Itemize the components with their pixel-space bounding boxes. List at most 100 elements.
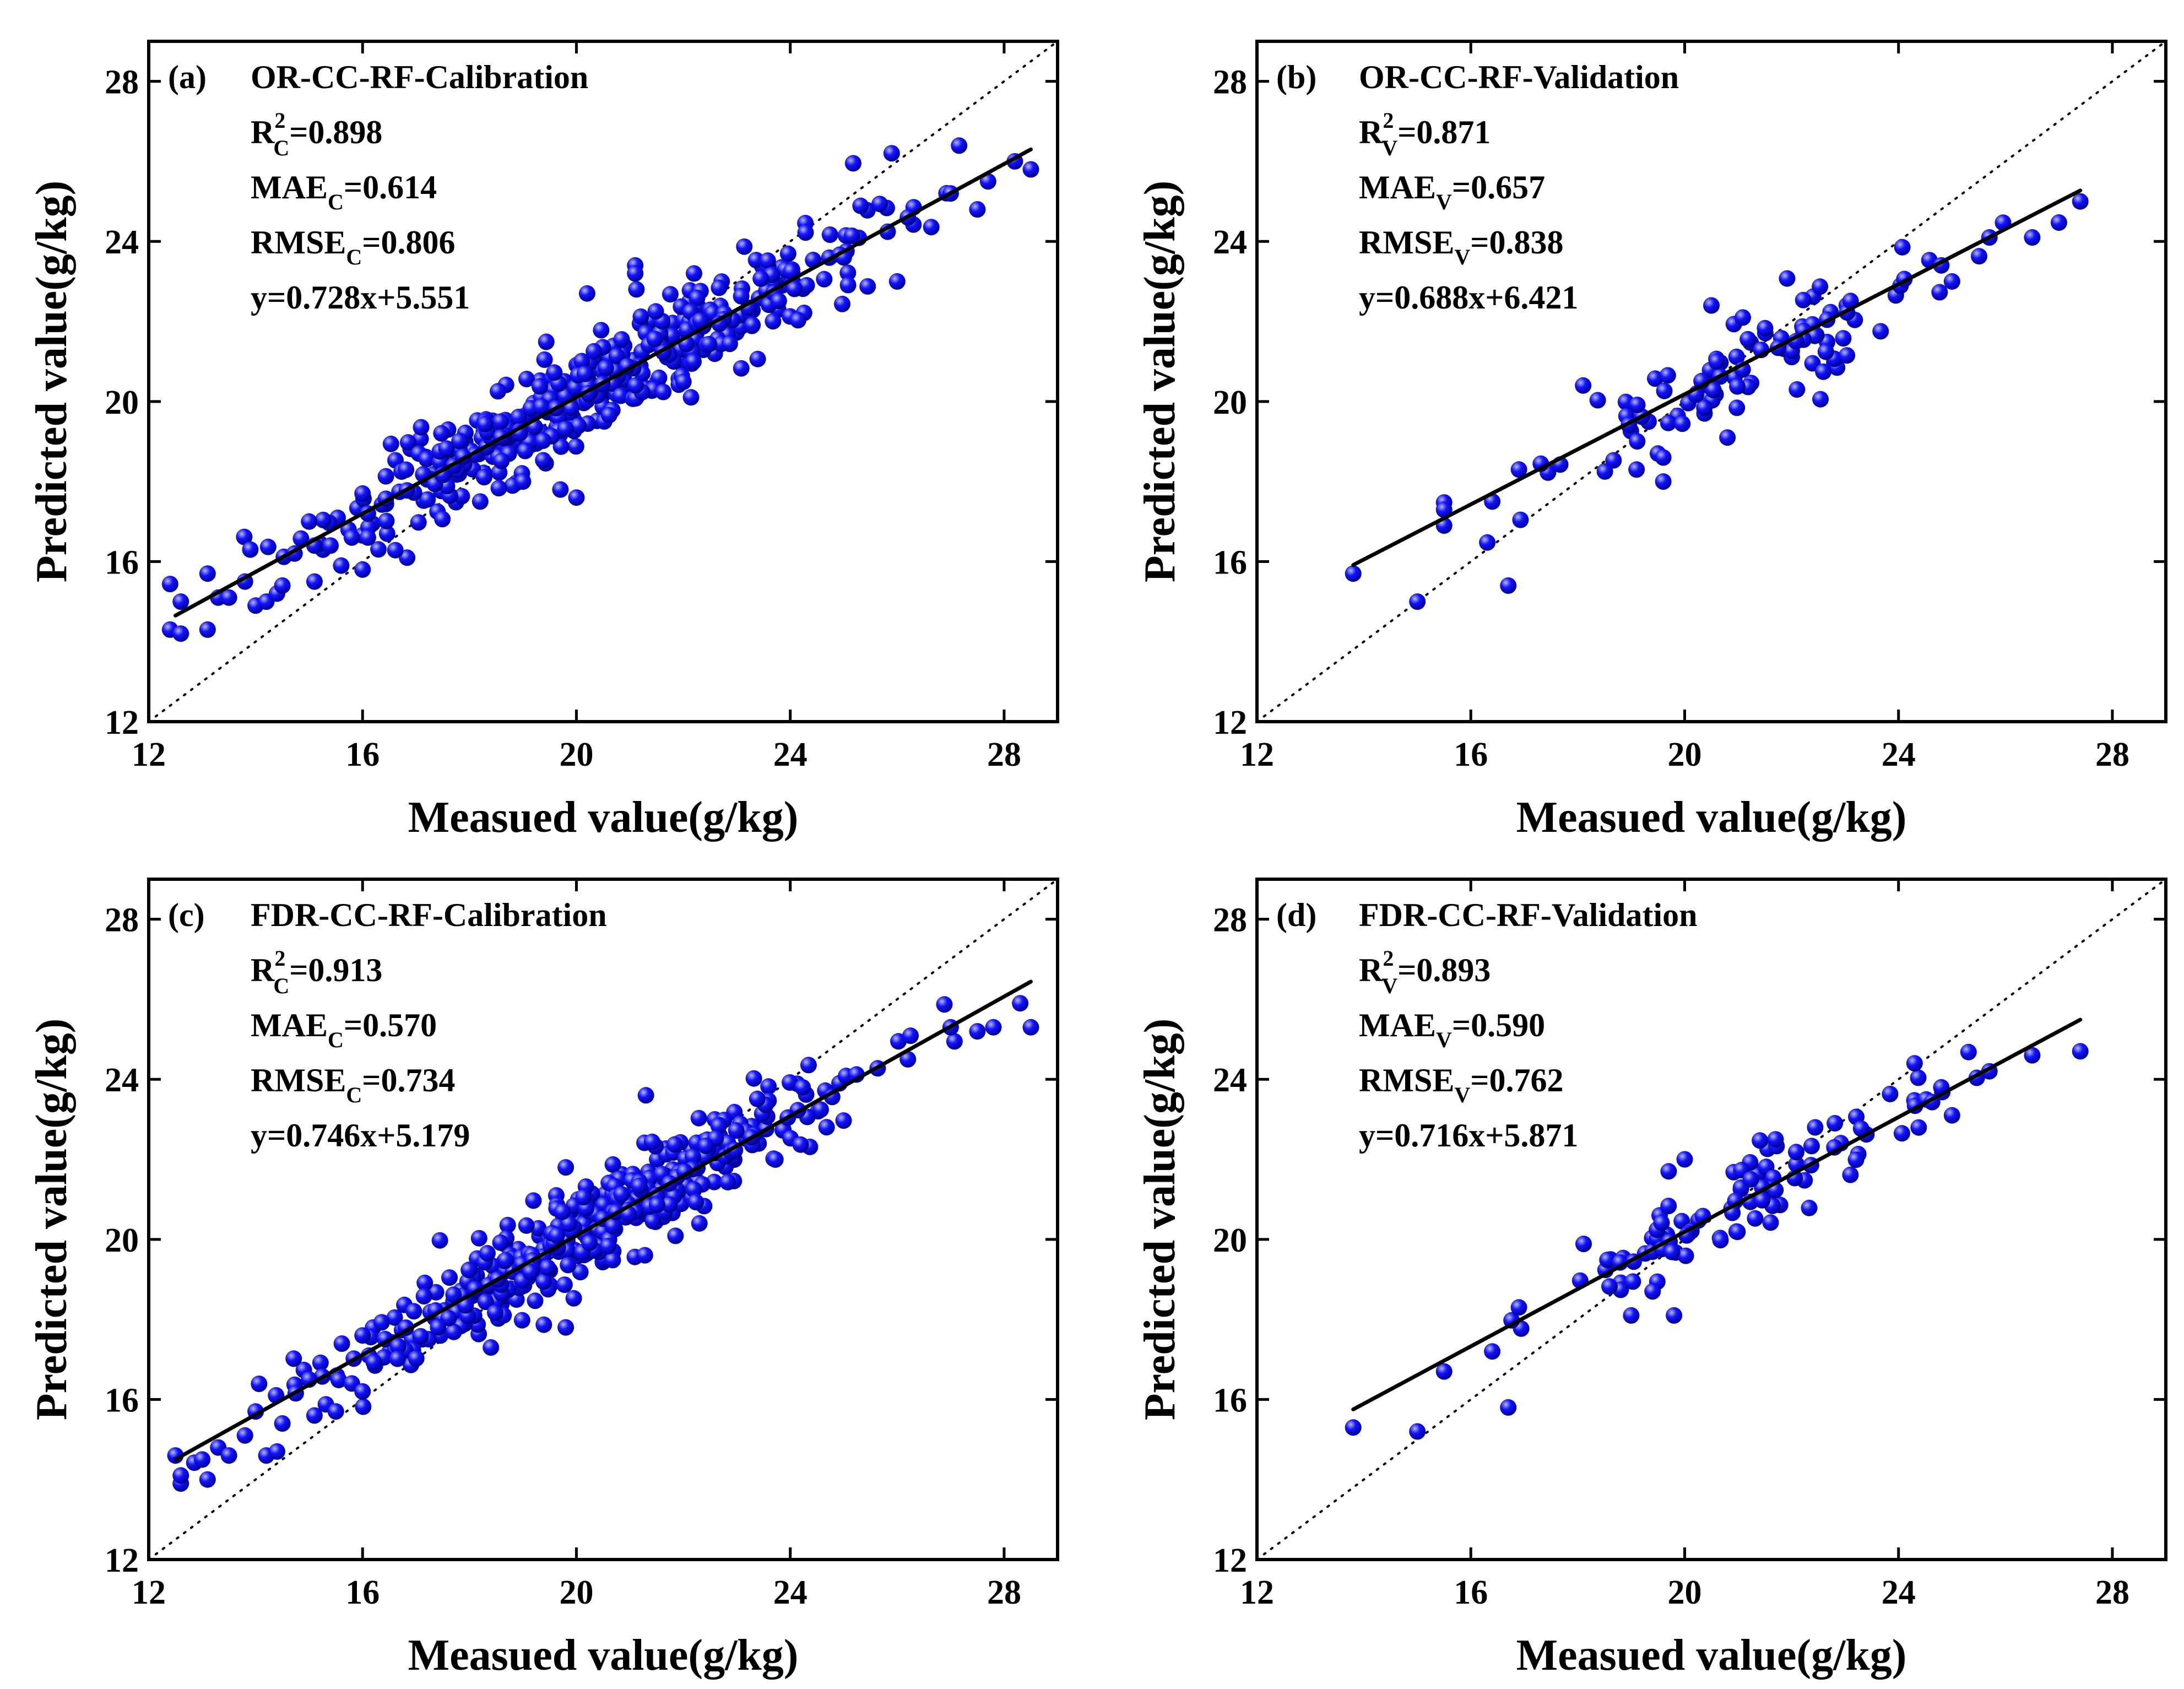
data-point: [767, 1151, 784, 1168]
y-tick-label: 24: [105, 224, 139, 261]
data-point: [172, 625, 189, 642]
data-point: [604, 1217, 621, 1235]
data-point: [493, 452, 510, 469]
data-point: [1960, 1043, 1977, 1060]
data-point: [1762, 1214, 1779, 1231]
data-point: [399, 434, 416, 451]
data-point: [513, 1312, 530, 1329]
data-point: [749, 350, 766, 367]
stat-text: y=0.728x+5.551: [251, 279, 470, 316]
data-point: [1696, 399, 1713, 416]
data-point: [969, 201, 986, 218]
data-point: [1729, 378, 1746, 395]
data-point: [220, 589, 237, 606]
data-point: [445, 1286, 462, 1303]
data-point: [728, 1122, 745, 1139]
data-point: [1644, 1283, 1661, 1300]
data-point: [1754, 1192, 1771, 1209]
data-point: [1674, 415, 1691, 432]
stat-value: =0.570: [344, 1007, 437, 1043]
stat-line: R2 V=0.893: [1359, 946, 1491, 998]
data-point: [531, 378, 548, 395]
data-point: [1500, 1399, 1517, 1416]
data-point: [412, 1328, 429, 1345]
data-point: [747, 252, 765, 269]
data-point: [733, 360, 750, 377]
stat-subscript: V: [1454, 1082, 1470, 1107]
y-tick-label: 12: [105, 1542, 139, 1579]
data-point: [1735, 309, 1751, 326]
data-point: [567, 438, 584, 455]
data-point: [416, 1274, 433, 1291]
data-point: [1703, 297, 1720, 314]
stat-subscript: C: [273, 973, 289, 998]
data-point: [1752, 1132, 1769, 1149]
stat-subscript: V: [1436, 1027, 1452, 1052]
stat-subscript: C: [328, 190, 344, 214]
data-point: [1345, 565, 1362, 582]
data-point: [883, 145, 900, 162]
data-point: [539, 1259, 556, 1276]
data-point: [1510, 1299, 1527, 1316]
data-point: [355, 1398, 372, 1415]
data-point: [268, 1443, 285, 1460]
data-point: [199, 1471, 216, 1488]
stat-text: RMSEC=0.806: [251, 224, 455, 269]
data-point: [1728, 399, 1746, 416]
data-point: [843, 228, 860, 244]
x-tick-label: 20: [1667, 736, 1701, 773]
stat-text: MAEC=0.614: [251, 169, 437, 214]
data-point: [800, 1057, 817, 1074]
data-point: [1575, 1236, 1592, 1252]
data-point: [691, 1215, 708, 1232]
data-point: [581, 1235, 598, 1252]
data-point: [647, 303, 664, 320]
data-point: [1601, 1278, 1618, 1295]
data-point: [398, 461, 415, 478]
data-point: [1757, 320, 1774, 337]
data-point: [736, 238, 753, 255]
data-point: [597, 359, 614, 376]
data-point: [561, 1215, 577, 1232]
data-point: [2072, 193, 2089, 210]
data-point: [487, 1304, 503, 1321]
data-point: [666, 1136, 683, 1153]
data-point: [1795, 291, 1812, 308]
data-point: [1817, 343, 1834, 360]
stat-text: RMSEV=0.762: [1359, 1062, 1563, 1107]
data-points: [167, 995, 1039, 1492]
data-point: [1677, 1247, 1694, 1264]
x-tick-label: 20: [559, 1574, 593, 1611]
data-point: [251, 1376, 268, 1392]
data-point: [322, 537, 339, 554]
data-point: [1022, 1019, 1039, 1036]
data-point: [354, 485, 371, 502]
data-point: [1605, 452, 1622, 469]
data-point: [387, 542, 404, 559]
stat-value: =0.590: [1452, 1007, 1545, 1043]
data-point: [1510, 461, 1527, 478]
data-point: [1847, 1151, 1865, 1168]
data-points: [1345, 1043, 2089, 1440]
data-point: [643, 1133, 660, 1150]
regression-line: [174, 147, 1033, 618]
x-tick-label: 24: [773, 736, 808, 773]
data-point: [721, 335, 738, 353]
data-point: [1801, 1199, 1818, 1216]
data-point: [330, 1372, 347, 1388]
data-point: [1655, 473, 1672, 490]
y-tick-label: 20: [1213, 384, 1247, 421]
data-point: [1589, 392, 1606, 409]
data-point: [812, 1101, 829, 1118]
stat-text: MAEC=0.570: [251, 1007, 437, 1052]
data-point: [667, 1227, 684, 1244]
data-point: [686, 265, 702, 282]
data-point: [492, 1234, 509, 1251]
data-point: [662, 286, 679, 303]
data-point: [451, 432, 468, 450]
data-point: [646, 331, 663, 348]
y-tick-label: 28: [1213, 64, 1247, 101]
x-tick-label: 16: [345, 736, 380, 773]
data-point: [415, 1288, 432, 1304]
data-point: [923, 219, 940, 236]
